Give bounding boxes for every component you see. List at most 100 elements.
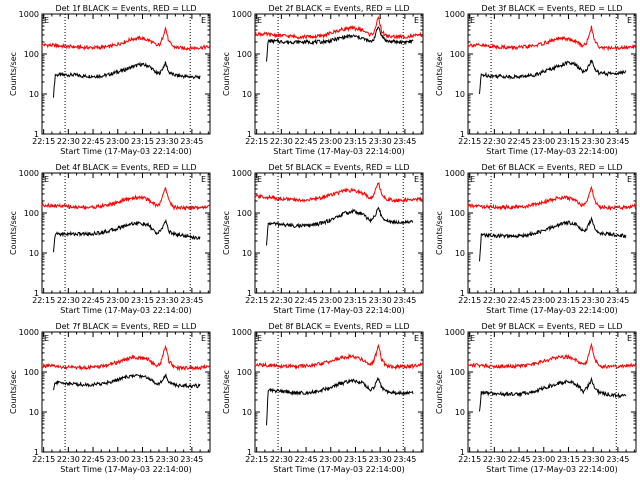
y-axis-label: Counts/sec: [435, 370, 444, 414]
y-tick-label: 10: [29, 249, 39, 258]
x-tick-label: 22:45: [295, 455, 318, 464]
e-marker-right: E: [627, 334, 632, 343]
y-tick-label: 1: [247, 130, 252, 139]
panel-det-2: Det 2f BLACK = Events, RED = LLD E E 1 10 100…: [222, 4, 424, 156]
x-tick-label: 22:30: [483, 137, 506, 146]
y-tick-label: 1: [34, 130, 39, 139]
x-tick-label: 22:15: [245, 455, 268, 464]
y-tick-label: 1000: [445, 10, 465, 19]
lld-series-line: [467, 342, 637, 370]
y-axis-label: Counts/sec: [9, 211, 18, 255]
y-tick-label: 1000: [19, 328, 39, 337]
x-tick-label: 23:45: [180, 296, 203, 305]
y-axis-label: Counts/sec: [9, 52, 18, 96]
y-axis-label: Counts/sec: [222, 52, 231, 96]
panel-det-8: Det 8f BLACK = Events, RED = LLD E E 1 10 100…: [222, 322, 424, 474]
events-series-line: [266, 206, 414, 246]
y-tick-label: 100: [237, 209, 252, 218]
events-series-line: [479, 216, 627, 262]
panel-det-3: Det 3f BLACK = Events, RED = LLD E E 1 10 100…: [435, 4, 637, 156]
y-axis-label: Counts/sec: [222, 211, 231, 255]
events-series-line: [479, 59, 627, 95]
panel-title: Det 3f BLACK = Events, RED = LLD: [481, 4, 622, 13]
x-tick-label: 22:45: [82, 296, 105, 305]
y-tick-label: 10: [455, 90, 465, 99]
lld-series-line: [254, 16, 423, 40]
x-tick-label: 22:45: [508, 137, 531, 146]
y-tick-label: 1000: [19, 10, 39, 19]
e-marker-left: E: [257, 334, 262, 343]
x-tick-label: 23:30: [582, 455, 605, 464]
y-tick-label: 10: [29, 90, 39, 99]
lld-series-line: [41, 26, 211, 52]
y-tick-label: 100: [237, 368, 252, 377]
x-tick-label: 22:30: [270, 455, 293, 464]
x-tick-label: 23:45: [606, 296, 629, 305]
e-marker-right: E: [414, 334, 419, 343]
events-series-line: [53, 218, 201, 253]
panel-det-1: Det 1f BLACK = Events, RED = LLD E E 1 10 100…: [9, 4, 211, 156]
events-series-line: [266, 26, 414, 62]
e-marker-left: E: [44, 334, 49, 343]
y-tick-label: 100: [450, 368, 465, 377]
x-tick-label: 22:30: [270, 137, 293, 146]
x-tick-label: 22:45: [508, 296, 531, 305]
x-tick-label: 23:00: [319, 137, 342, 146]
x-tick-label: 22:15: [32, 455, 55, 464]
x-tick-label: 23:45: [180, 137, 203, 146]
y-axis-label: Counts/sec: [435, 52, 444, 96]
y-tick-label: 1: [460, 448, 465, 457]
x-tick-label: 23:30: [156, 137, 179, 146]
x-axis-label: Start Time (17-May-03 22:14:00): [273, 465, 404, 474]
x-axis-label: Start Time (17-May-03 22:14:00): [273, 306, 404, 315]
y-tick-label: 100: [24, 50, 39, 59]
x-tick-label: 23:15: [557, 455, 580, 464]
panel-det-7: Det 7f BLACK = Events, RED = LLD E E 1 10 100…: [9, 322, 211, 474]
y-tick-label: 10: [242, 90, 252, 99]
x-tick-label: 23:15: [344, 137, 367, 146]
panel-title: Det 1f BLACK = Events, RED = LLD: [55, 4, 196, 13]
y-tick-label: 1000: [445, 328, 465, 337]
y-tick-label: 1000: [232, 328, 252, 337]
x-tick-label: 23:15: [344, 455, 367, 464]
y-tick-label: 1000: [232, 169, 252, 178]
x-tick-label: 22:15: [245, 296, 268, 305]
events-series-line: [266, 376, 414, 426]
y-tick-label: 100: [24, 209, 39, 218]
e-marker-right: E: [201, 334, 206, 343]
panel-title: Det 9f BLACK = Events, RED = LLD: [481, 322, 622, 331]
plot-frame: [467, 331, 637, 453]
lld-series-line: [467, 185, 637, 212]
y-tick-label: 1: [460, 130, 465, 139]
panel-title: Det 6f BLACK = Events, RED = LLD: [481, 163, 622, 172]
x-tick-label: 23:30: [369, 296, 392, 305]
x-tick-label: 22:30: [483, 455, 506, 464]
x-tick-label: 22:15: [245, 137, 268, 146]
x-tick-label: 22:30: [270, 296, 293, 305]
panel-title: Det 5f BLACK = Events, RED = LLD: [268, 163, 409, 172]
e-marker-left: E: [470, 334, 475, 343]
e-marker-right: E: [627, 16, 632, 25]
y-tick-label: 1000: [445, 169, 465, 178]
y-tick-label: 10: [242, 249, 252, 258]
y-axis-label: Counts/sec: [9, 370, 18, 414]
e-marker-left: E: [44, 16, 49, 25]
panel-det-4: Det 4f BLACK = Events, RED = LLD E E 1 10 100…: [9, 163, 211, 315]
events-series-line: [53, 373, 201, 391]
x-tick-label: 23:15: [557, 137, 580, 146]
y-tick-label: 1: [247, 289, 252, 298]
x-tick-label: 23:30: [156, 455, 179, 464]
x-tick-label: 23:30: [369, 455, 392, 464]
x-tick-label: 23:45: [606, 137, 629, 146]
lld-series-line: [41, 187, 211, 211]
y-tick-label: 1: [247, 448, 252, 457]
x-axis-label: Start Time (17-May-03 22:14:00): [273, 147, 404, 156]
plot-frame: [41, 13, 211, 135]
e-marker-right: E: [201, 175, 206, 184]
x-tick-label: 23:00: [319, 296, 342, 305]
y-tick-label: 100: [450, 50, 465, 59]
lld-series-line: [467, 25, 637, 52]
panel-det-5: Det 5f BLACK = Events, RED = LLD E E 1 10 100…: [222, 163, 424, 315]
y-tick-label: 1: [34, 289, 39, 298]
x-axis-label: Start Time (17-May-03 22:14:00): [60, 465, 191, 474]
